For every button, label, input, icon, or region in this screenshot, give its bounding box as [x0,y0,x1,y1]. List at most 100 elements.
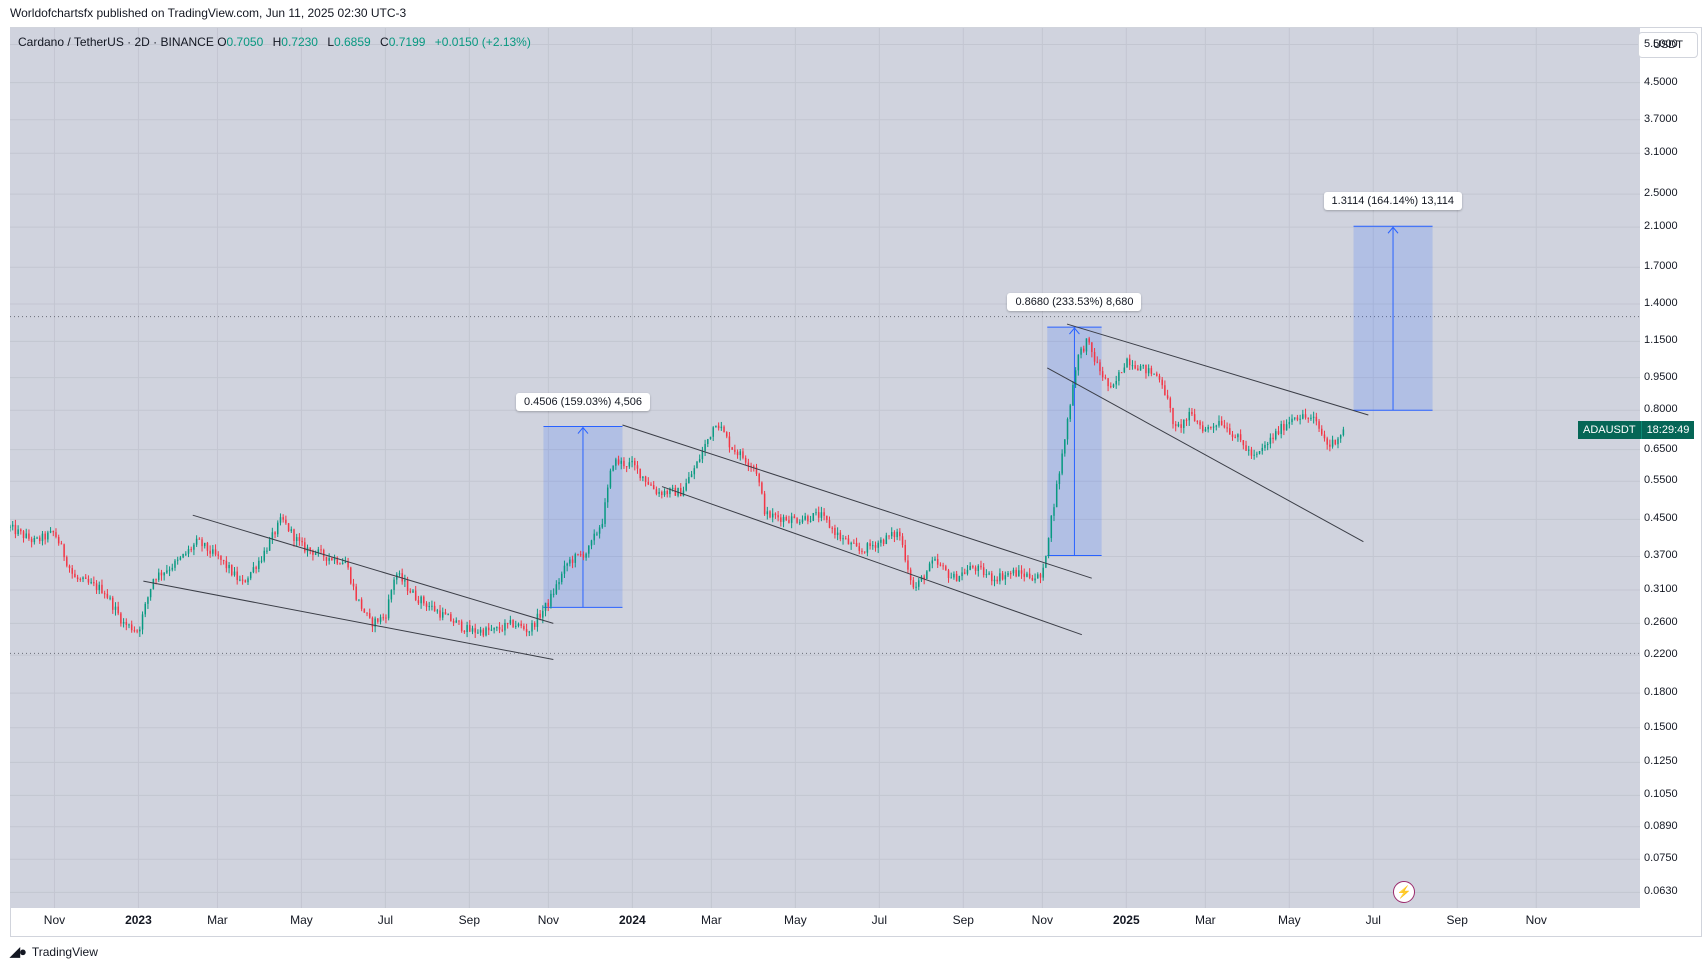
candle-body [728,436,731,448]
measure-label[interactable]: 0.8680 (233.53%) 8,680 [1007,293,1142,312]
candle-body [1039,574,1042,578]
candle-body [239,579,241,581]
candle-body [1077,354,1080,371]
candle-body [385,617,387,619]
candle-body [474,628,476,633]
candle-body [734,449,736,452]
candle-body [923,576,925,580]
candle-body [225,560,228,569]
measure-arrow-head [577,426,589,434]
candle-body [942,565,944,567]
candle-body [1334,439,1337,445]
candle-body [1166,395,1169,399]
candle-body [982,567,985,575]
candle-body [312,550,314,555]
candle-body [596,533,598,535]
chart-svg [10,28,1640,908]
candle-body [460,621,463,631]
candle-body [655,489,658,494]
candle-body [1264,444,1266,448]
candle-body [1137,368,1139,371]
tradingview-brand[interactable]: ◢● TradingView [10,944,98,960]
candle-body [241,579,244,581]
candle-body [1191,411,1193,415]
candle-body [374,618,376,627]
candle-body [1261,447,1264,452]
candle-body [301,540,303,543]
candle-body [122,622,125,624]
time-tick-label: Jul [377,913,394,927]
candle-body [1258,451,1261,454]
candle-body [604,502,606,524]
candle-body [247,578,249,583]
candle-body [793,516,796,519]
candle-body [1026,573,1028,577]
candle-body [758,473,760,483]
brand-name: TradingView [31,945,98,959]
candle-body [130,624,133,631]
measure-label[interactable]: 0.4506 (159.03%) 4,506 [515,392,651,411]
candle-body [304,542,306,552]
candle-body [625,466,628,468]
candle-body [850,542,852,545]
candle-body [1126,358,1128,368]
candle-body [463,630,466,633]
price-tick-label: 0.0890 [1644,819,1678,832]
candle-body [612,465,614,471]
candle-body [271,532,274,540]
time-tick-label: Mar [1194,913,1216,927]
candle-body [477,632,479,634]
candle-body [1169,398,1172,408]
candle-body [1231,434,1234,437]
candle-body [255,567,257,569]
measure-label[interactable]: 1.3114 (164.14%) 13,114 [1323,192,1463,211]
candle-body [642,476,644,479]
candle-body [517,623,520,626]
candle-body [1150,368,1153,374]
candle-body [842,538,844,540]
candle-body [331,558,333,561]
candle-body [523,625,525,630]
candle-body [431,605,433,607]
candle-body [996,579,998,582]
candle-body [136,630,138,632]
chart-plot-area[interactable] [10,28,1640,908]
measure-arrow-head [1069,327,1080,335]
lightning-icon[interactable]: ⚡ [1393,881,1415,903]
candle-body [872,545,874,547]
candle-body [836,532,839,535]
candle-body [112,597,114,610]
candle-body [1204,429,1207,432]
candle-body [571,559,574,563]
candle-body [277,522,279,535]
symbol-name[interactable]: Cardano / TetherUS · 2D · BINANCE [18,35,214,49]
candle-body [260,560,263,562]
candle-body [780,517,782,522]
candle-body [1161,379,1163,386]
candle-body [1153,373,1155,375]
currency-unit-button[interactable]: USDT [1638,32,1698,58]
candle-body [834,527,836,535]
candle-body [1242,440,1245,446]
candle-body [1115,380,1117,385]
price-tick-label: 5.5000 [1644,37,1678,50]
last-price-tag: ADAUSDT 18:29:49 [1578,421,1695,440]
candle-body [950,577,952,579]
candle-body [623,460,625,467]
candle-body [896,531,898,538]
candle-body [339,563,341,565]
candle-body [958,576,961,582]
candle-body [863,551,866,553]
candle-body [287,523,290,532]
candle-body [390,590,393,600]
candle-body [1034,578,1036,581]
candle-body [252,567,255,573]
candle-body [74,573,76,578]
candle-body [401,573,403,582]
candle-body [912,580,915,588]
candle-body [93,582,95,584]
candle-body [163,572,165,576]
candle-body [317,549,320,554]
candle-body [1158,375,1161,380]
candle-body [926,571,928,580]
